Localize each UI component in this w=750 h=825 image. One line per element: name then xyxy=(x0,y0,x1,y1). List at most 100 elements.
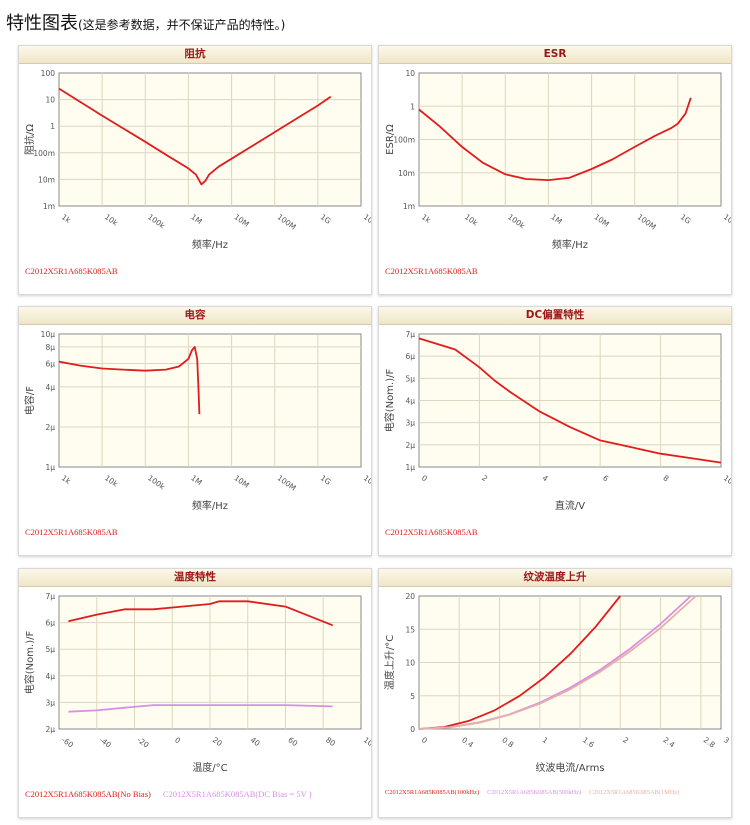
temperature-chart-panel: 温度特性 -60 -40 -20 0 20 40 60 80 100 2μ 3μ 4μ 5μ 6μ 7μ 温度… xyxy=(18,568,372,818)
x-tick-label: 10k xyxy=(103,473,120,489)
x-tick-label: 4 xyxy=(541,473,550,483)
series-line xyxy=(68,704,333,713)
x-axis-label: 频率/Hz xyxy=(192,499,228,512)
chart-title: 温度特性 xyxy=(19,569,371,587)
legend-entry: C2012X5R1A685K085AB(DC Bias = 5V ) xyxy=(162,789,312,799)
x-tick-label: 1k xyxy=(420,212,433,225)
x-tick-label: 100 xyxy=(362,735,371,751)
legend-entry: C2012X5R1A685K085AB xyxy=(385,527,478,537)
x-tick-label: 10 xyxy=(722,473,731,486)
x-tick-label: 40 xyxy=(249,735,262,748)
impedance-chart: 1k 10k 100k 1M 10M 100M 1G 10G 1m 10m 100m 1 10 100 频率… xyxy=(23,69,371,251)
y-tick-label: 10m xyxy=(398,169,415,178)
series-line xyxy=(418,595,622,730)
dc-bias-chart-panel: DC偏置特性 0 2 4 6 8 10 1μ 2μ 3μ 4μ 5μ 6μ 7μ 直流/V 电容(Nom.)… xyxy=(378,306,732,556)
y-tick-label: 4μ xyxy=(45,383,55,392)
grid xyxy=(59,334,361,467)
legend-entry: C2012X5R1A685K085AB(No Bias) xyxy=(25,789,151,799)
y-tick-label: 2μ xyxy=(45,423,55,432)
x-tick-label: 100M xyxy=(276,473,298,492)
x-tick-label: 10M xyxy=(232,473,250,490)
plot-area xyxy=(58,333,362,468)
y-tick-label: 2μ xyxy=(45,725,55,734)
y-tick-label: 10 xyxy=(405,69,415,78)
x-tick-label: 0 xyxy=(173,735,182,745)
y-tick-label: 8μ xyxy=(45,343,55,352)
series-line xyxy=(418,337,722,464)
series-line xyxy=(418,97,692,181)
legend-entry: C2012X5R1A685K085AB(1MHz) xyxy=(589,789,680,796)
legend-entry: C2012X5R1A685K085AB xyxy=(25,527,118,537)
x-tick-label: -60 xyxy=(60,735,75,750)
x-axis-label: 温度/°C xyxy=(192,761,227,774)
y-tick-label: 5μ xyxy=(405,374,415,383)
y-tick-label: 100m xyxy=(33,149,55,158)
series-line xyxy=(68,600,334,627)
chart-legend: C2012X5R1A685K085AB(100kHz) C2012X5R1A685… xyxy=(385,789,687,796)
y-tick-label: 0 xyxy=(410,725,415,734)
chart-legend: C2012X5R1A685K085AB xyxy=(385,527,490,537)
esr-chart-panel: ESR 1k 10k 100k 1M 10M 100M 1G 10G 1m 10m 100m 1 10 频… xyxy=(378,45,732,295)
y-tick-label: 10μ xyxy=(41,330,56,339)
y-tick-label: 15 xyxy=(405,625,415,634)
x-tick-label: 1G xyxy=(679,212,693,226)
plot-area xyxy=(58,72,362,207)
grid xyxy=(419,596,721,729)
x-tick-label: 3 xyxy=(722,735,731,745)
esr-chart: 1k 10k 100k 1M 10M 100M 1G 10G 1m 10m 100m 1 10 频率/Hz… xyxy=(385,69,731,251)
legend-entry: C2012X5R1A685K085AB(100kHz) xyxy=(385,789,480,796)
y-tick-label: 1μ xyxy=(45,463,55,472)
x-tick-label: -40 xyxy=(98,735,113,750)
series-line xyxy=(58,346,201,415)
x-tick-label: 2 xyxy=(621,735,630,745)
chart-legend: C2012X5R1A685K085AB xyxy=(25,266,130,276)
x-tick-label: 10M xyxy=(592,212,610,229)
y-tick-label: 6μ xyxy=(45,360,55,369)
x-tick-label: 2.4 xyxy=(661,735,676,749)
x-tick-label: 0.4 xyxy=(460,735,475,749)
x-tick-label: 1G xyxy=(319,212,333,226)
x-tick-label: 100k xyxy=(146,212,167,230)
x-tick-label: 20 xyxy=(211,735,224,748)
x-tick-label: 10k xyxy=(463,212,480,228)
y-tick-label: 6μ xyxy=(45,619,55,628)
temperature-chart: -60 -40 -20 0 20 40 60 80 100 2μ 3μ 4μ 5μ 6μ 7μ 温度/°C 电容… xyxy=(23,592,371,774)
y-tick-label: 100 xyxy=(41,69,56,78)
x-tick-label: 1M xyxy=(189,473,203,487)
y-tick-label: 1 xyxy=(410,102,415,111)
impedance-chart-panel: 阻抗 1k 10k 100k 1M 10M 100M 1G 10G 1m 10m 100m 1 10 10… xyxy=(18,45,372,295)
y-tick-label: 7μ xyxy=(405,330,415,339)
chart-title: 阻抗 xyxy=(19,46,371,64)
y-tick-label: 5 xyxy=(410,692,415,701)
capacitance-chart: 1k 10k 100k 1M 10M 100M 1G 10G 1μ 2μ 4μ 6μ 8μ 10μ 频率/H… xyxy=(23,330,371,512)
x-axis-label: 直流/V xyxy=(555,499,585,512)
x-tick-label: 80 xyxy=(324,735,337,748)
page-title: 特性图表(这是参考数据，并不保证产品的特性。) xyxy=(6,9,285,35)
y-tick-label: 4μ xyxy=(405,397,415,406)
x-tick-label: 10G xyxy=(362,212,371,228)
y-axis-label: 电容(Nom.)/F xyxy=(383,369,396,433)
y-tick-label: 3μ xyxy=(45,698,55,707)
grid xyxy=(59,596,361,729)
x-tick-label: 1M xyxy=(549,212,563,226)
x-tick-label: 0 xyxy=(420,473,429,483)
ripple-chart-panel: 纹波温度上升 0 0.4 0.8 1 1.6 2 2.4 2.8 3 0 5 10 15 20 纹波电流/A… xyxy=(378,568,732,818)
x-tick-label: 10G xyxy=(362,473,371,489)
y-axis-label: 温度上升/°C xyxy=(383,635,396,690)
chart-title: ESR xyxy=(379,46,731,64)
x-tick-label: 1 xyxy=(541,735,550,745)
x-tick-label: 1G xyxy=(319,473,333,487)
x-tick-label: 60 xyxy=(286,735,299,748)
chart-title: 纹波温度上升 xyxy=(379,569,731,587)
x-tick-label: 10k xyxy=(103,212,120,228)
capacitance-chart-panel: 电容 1k 10k 100k 1M 10M 100M 1G 10G 1μ 2μ 4μ 6μ 8μ 10μ 频… xyxy=(18,306,372,556)
x-tick-label: 6 xyxy=(601,473,610,483)
x-tick-label: 1k xyxy=(60,212,73,225)
y-axis-label: 阻抗/Ω xyxy=(23,124,36,155)
y-tick-label: 5μ xyxy=(45,645,55,654)
page-subtitle: (这是参考数据，并不保证产品的特性。) xyxy=(78,18,286,32)
y-tick-label: 4μ xyxy=(45,672,55,681)
y-tick-label: 1m xyxy=(403,202,415,211)
x-tick-label: 100M xyxy=(636,212,658,231)
x-tick-label: 2 xyxy=(480,473,489,483)
